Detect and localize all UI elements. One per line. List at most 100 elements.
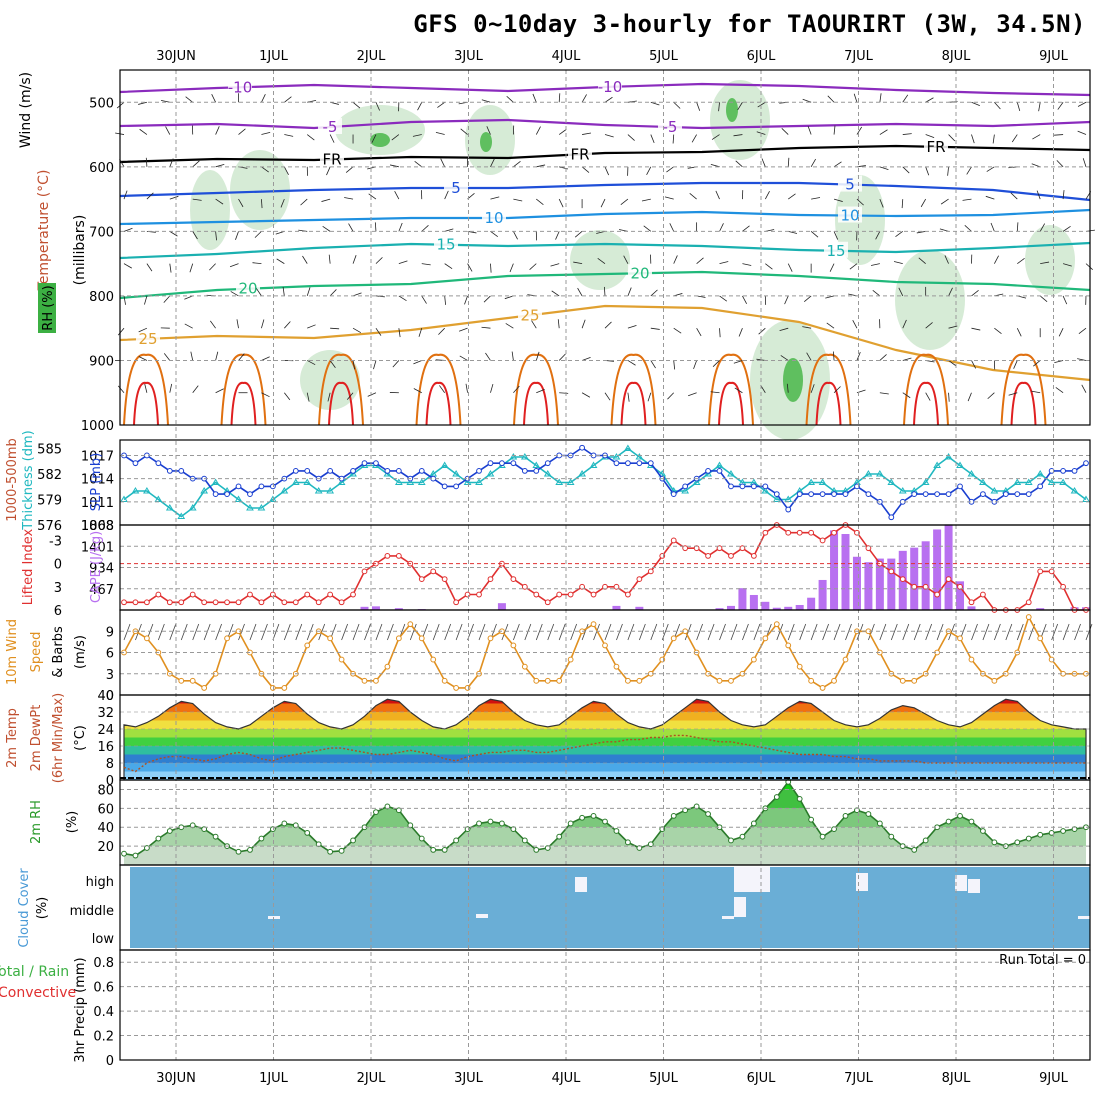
rh-tick: 80 — [97, 783, 114, 798]
wind-barb — [581, 94, 587, 103]
wind-barb — [490, 196, 500, 200]
wind-barb — [229, 263, 239, 268]
wind-barb — [490, 158, 495, 167]
temp-tick: 40 — [97, 689, 114, 704]
cloud-block — [955, 875, 967, 891]
isotherm-minus5 — [119, 118, 1091, 130]
rh2m-point — [854, 807, 860, 814]
wind10m-point — [991, 677, 998, 684]
isotherm-label-bg — [434, 235, 458, 252]
wind-barb — [529, 263, 537, 270]
rh2m-point — [121, 850, 127, 857]
page-title: GFS 0~10day 3-hourly for TAOURIRT (3W, 3… — [413, 10, 1086, 38]
isotherm-30-lobe — [123, 353, 169, 426]
lifted-index-point — [521, 583, 528, 590]
wind-barb — [719, 223, 724, 232]
lifted-index-point — [968, 599, 975, 606]
wind-barb — [1017, 258, 1025, 264]
wind-barb — [581, 357, 591, 361]
wind-barb — [875, 231, 881, 240]
date-label-top: 5JUL — [649, 49, 679, 64]
slp-point — [911, 491, 918, 497]
y-label-rh: RH (%) — [41, 285, 56, 330]
slp-point — [441, 483, 448, 490]
wind-barb — [1085, 263, 1093, 270]
thickness-point — [555, 478, 564, 485]
thickness-point — [177, 512, 186, 519]
cape-bar — [749, 594, 758, 610]
lifted-index-point — [1037, 568, 1044, 575]
isotherm-label-bg — [838, 175, 862, 192]
wind-barb — [852, 320, 858, 329]
thickness-point — [921, 478, 930, 485]
wind-barb — [551, 290, 560, 297]
wind10m-point — [602, 642, 608, 649]
wind-barb — [994, 327, 1002, 335]
wind-barb — [1081, 384, 1087, 393]
wind-barb — [306, 134, 315, 141]
thickness-point — [463, 478, 472, 485]
wind-barb — [597, 258, 606, 264]
isotherm-30-lobe — [318, 353, 364, 426]
lifted-index-point — [453, 599, 460, 606]
slp-point — [934, 491, 941, 497]
date-label-top: 4JUL — [552, 49, 582, 64]
wind10m-barb — [879, 623, 887, 641]
wind10m-point — [327, 635, 334, 642]
thickness-point — [200, 487, 209, 494]
wind10m-point — [625, 677, 631, 684]
wind-barb — [803, 295, 812, 303]
cape-tick: 467 — [89, 583, 114, 598]
wind10m-barb — [352, 623, 360, 641]
isotherm-label-FR: FR — [570, 145, 589, 163]
rh-band — [124, 781, 1086, 790]
rh2m-point — [945, 818, 952, 825]
lifted-index-point — [132, 599, 139, 606]
wind-barb — [344, 197, 354, 200]
date-label-top: 30JUN — [156, 49, 196, 64]
wind-barb — [184, 295, 193, 300]
lifted-index-point — [556, 591, 563, 598]
wind-barb — [604, 166, 610, 176]
wind-barb — [374, 222, 377, 232]
isotherm-35-lobe — [425, 381, 452, 426]
wind-barb — [123, 295, 126, 305]
wind-barb — [536, 388, 545, 394]
rh2m-point — [533, 846, 540, 853]
rh-tick: 20 — [97, 840, 114, 855]
rh-shade — [1025, 225, 1075, 295]
wind10m-point — [395, 635, 402, 642]
thickness-point — [440, 461, 449, 468]
wind-barb — [664, 196, 674, 200]
wind-barb — [280, 198, 285, 208]
wind10m-barb — [1074, 623, 1081, 641]
slp-point — [544, 460, 551, 467]
thickness-point — [715, 461, 724, 468]
wind-barb — [902, 94, 909, 103]
slp-tick: 1017 — [81, 449, 114, 464]
thickness-point — [383, 470, 392, 477]
wind-barb — [1039, 223, 1046, 232]
lifted-index-point — [235, 599, 242, 606]
wind-barb — [971, 327, 981, 331]
date-label-bottom: 9JUL — [1039, 1071, 1069, 1086]
slp-point — [533, 468, 540, 474]
lifted-index-point — [647, 568, 654, 575]
wind-barb — [971, 290, 979, 297]
wind-barb — [833, 231, 839, 240]
temp-tick: 0 — [106, 774, 114, 789]
date-label-bottom: 4JUL — [552, 1071, 582, 1086]
wind-barb — [948, 325, 958, 329]
cape-bar — [795, 604, 804, 610]
slp-point — [945, 491, 952, 497]
cape-bar — [1036, 608, 1045, 610]
wind-barb — [235, 231, 239, 240]
thickness-point — [246, 504, 254, 511]
thickness-point — [566, 478, 575, 485]
rh2m-point — [166, 828, 173, 834]
rh2m-point — [625, 839, 631, 846]
wind-barb — [879, 166, 889, 170]
run-total: Run Total = 0 — [999, 953, 1086, 968]
wind-barb — [165, 126, 171, 135]
thickness-tick: 585 — [37, 443, 62, 458]
